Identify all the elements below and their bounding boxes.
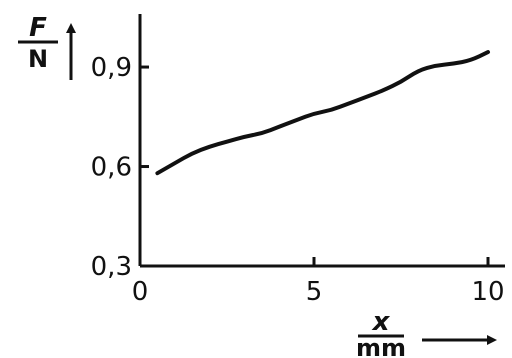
y-axis-unit: N (28, 45, 48, 73)
x-tick-label: 5 (306, 277, 323, 307)
series-line (155, 50, 490, 176)
x-tick-label: 10 (471, 277, 504, 307)
x-axis-unit: mm (356, 334, 406, 358)
y-tick-label: 0,9 (91, 53, 132, 83)
y-tick-label: 0,3 (91, 252, 132, 282)
y-tick-label: 0,6 (91, 153, 132, 183)
y-axis-var: F (29, 13, 47, 43)
ticks-group: 0 5 10 0,3 0,6 0,9 (91, 53, 505, 307)
x-tick-label: 0 (132, 277, 149, 307)
x-axis-var: x (371, 307, 391, 337)
series-group (155, 50, 490, 176)
